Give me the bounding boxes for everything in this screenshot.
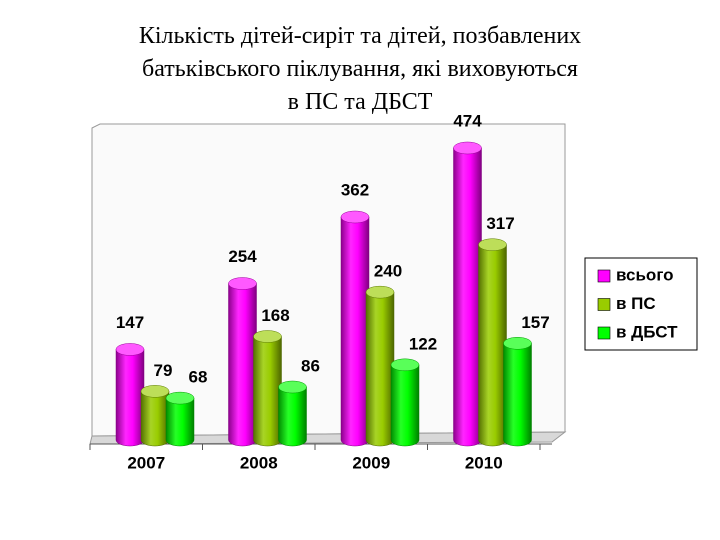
bar <box>453 147 482 447</box>
legend-label: в ДБСТ <box>616 322 678 341</box>
value-label: 474 <box>453 111 482 130</box>
value-label: 254 <box>228 247 257 266</box>
bar-cap <box>140 385 170 398</box>
x-tick-label: 2007 <box>127 453 165 472</box>
x-tick-label: 2010 <box>465 453 503 472</box>
bar <box>365 291 395 447</box>
bar <box>278 386 307 447</box>
legend-swatch <box>597 326 611 340</box>
legend-label: всього <box>616 265 674 284</box>
value-label: 68 <box>189 368 208 387</box>
bar-cap <box>165 391 195 405</box>
chart-title: Кількість дітей-сиріт та дітей, позбавле… <box>138 23 582 115</box>
bar-cap <box>228 277 257 290</box>
bar-cap <box>503 337 532 350</box>
x-tick-label: 2009 <box>352 453 390 472</box>
legend-swatch <box>597 298 611 311</box>
legend-label: в ПС <box>616 294 656 313</box>
bar-cap <box>253 330 282 343</box>
value-label: 147 <box>116 313 144 332</box>
value-label: 168 <box>261 306 289 325</box>
bar <box>115 349 145 447</box>
bar <box>503 343 532 447</box>
back-wall <box>91 123 566 437</box>
bar <box>228 283 257 447</box>
value-label: 79 <box>154 361 173 380</box>
bar <box>165 397 195 447</box>
bar-cap <box>390 358 420 372</box>
bar-cap <box>453 141 482 155</box>
bar <box>478 244 507 447</box>
value-label: 122 <box>409 334 437 353</box>
value-label: 240 <box>374 262 402 281</box>
bar <box>140 391 170 447</box>
value-label: 86 <box>301 357 320 376</box>
bar-cap <box>478 238 507 251</box>
bar-cap <box>115 343 145 356</box>
bar <box>390 364 420 447</box>
bar <box>340 216 370 447</box>
value-label: 157 <box>521 313 549 332</box>
legend-swatch <box>597 269 611 283</box>
value-label: 317 <box>486 214 514 233</box>
bar-cap <box>278 380 307 394</box>
value-label: 362 <box>341 180 369 199</box>
bar-cap <box>340 210 370 224</box>
bar-cap <box>365 285 395 299</box>
x-tick-label: 2008 <box>240 453 278 472</box>
bar <box>253 336 282 447</box>
